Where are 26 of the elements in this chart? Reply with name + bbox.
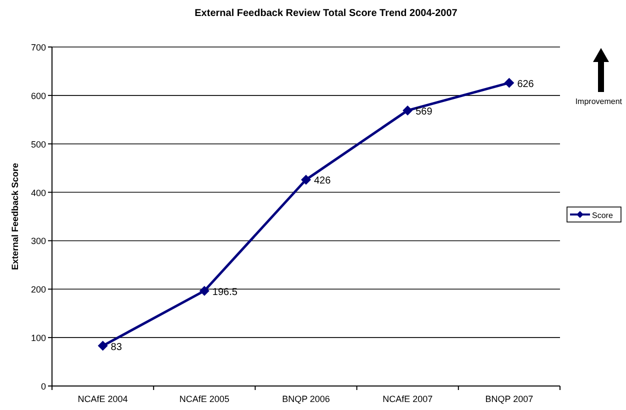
point (301, 174, 311, 185)
data-label: 569 (416, 106, 433, 118)
data-label: 83 (110, 342, 122, 353)
y-tick-label: 500 (30, 139, 46, 150)
y-tick-label: 100 (30, 333, 46, 344)
legend-label: Score (592, 211, 614, 220)
point (199, 286, 210, 296)
point (504, 78, 514, 88)
point (402, 105, 413, 116)
data-label: 626 (517, 78, 534, 90)
y-axis-title: External Feedback Score (10, 162, 20, 270)
y-tick-label: 600 (30, 90, 46, 101)
chart-title: External Feedback Review Total Score Trend 2004-2007 (194, 8, 458, 19)
point (98, 340, 108, 351)
data-label: 426 (314, 176, 332, 187)
y-tick-label: 200 (30, 284, 46, 295)
x-tick-label: NCAfE 2005 (179, 394, 230, 404)
y-tick-label: 300 (30, 236, 46, 246)
text: Improvement (575, 97, 623, 106)
x-tick-label: NCAfE 2004 (78, 394, 128, 404)
y-tick-label: 700 (30, 42, 46, 52)
x-tick-label: BNQP 2007 (485, 394, 534, 404)
x-tick-label: BNQP 2006 (282, 394, 330, 404)
y-tick-label: 400 (30, 188, 46, 198)
y-tick-label: 0 (40, 382, 46, 392)
x-tick-label: NCAfE 2007 (382, 394, 433, 404)
